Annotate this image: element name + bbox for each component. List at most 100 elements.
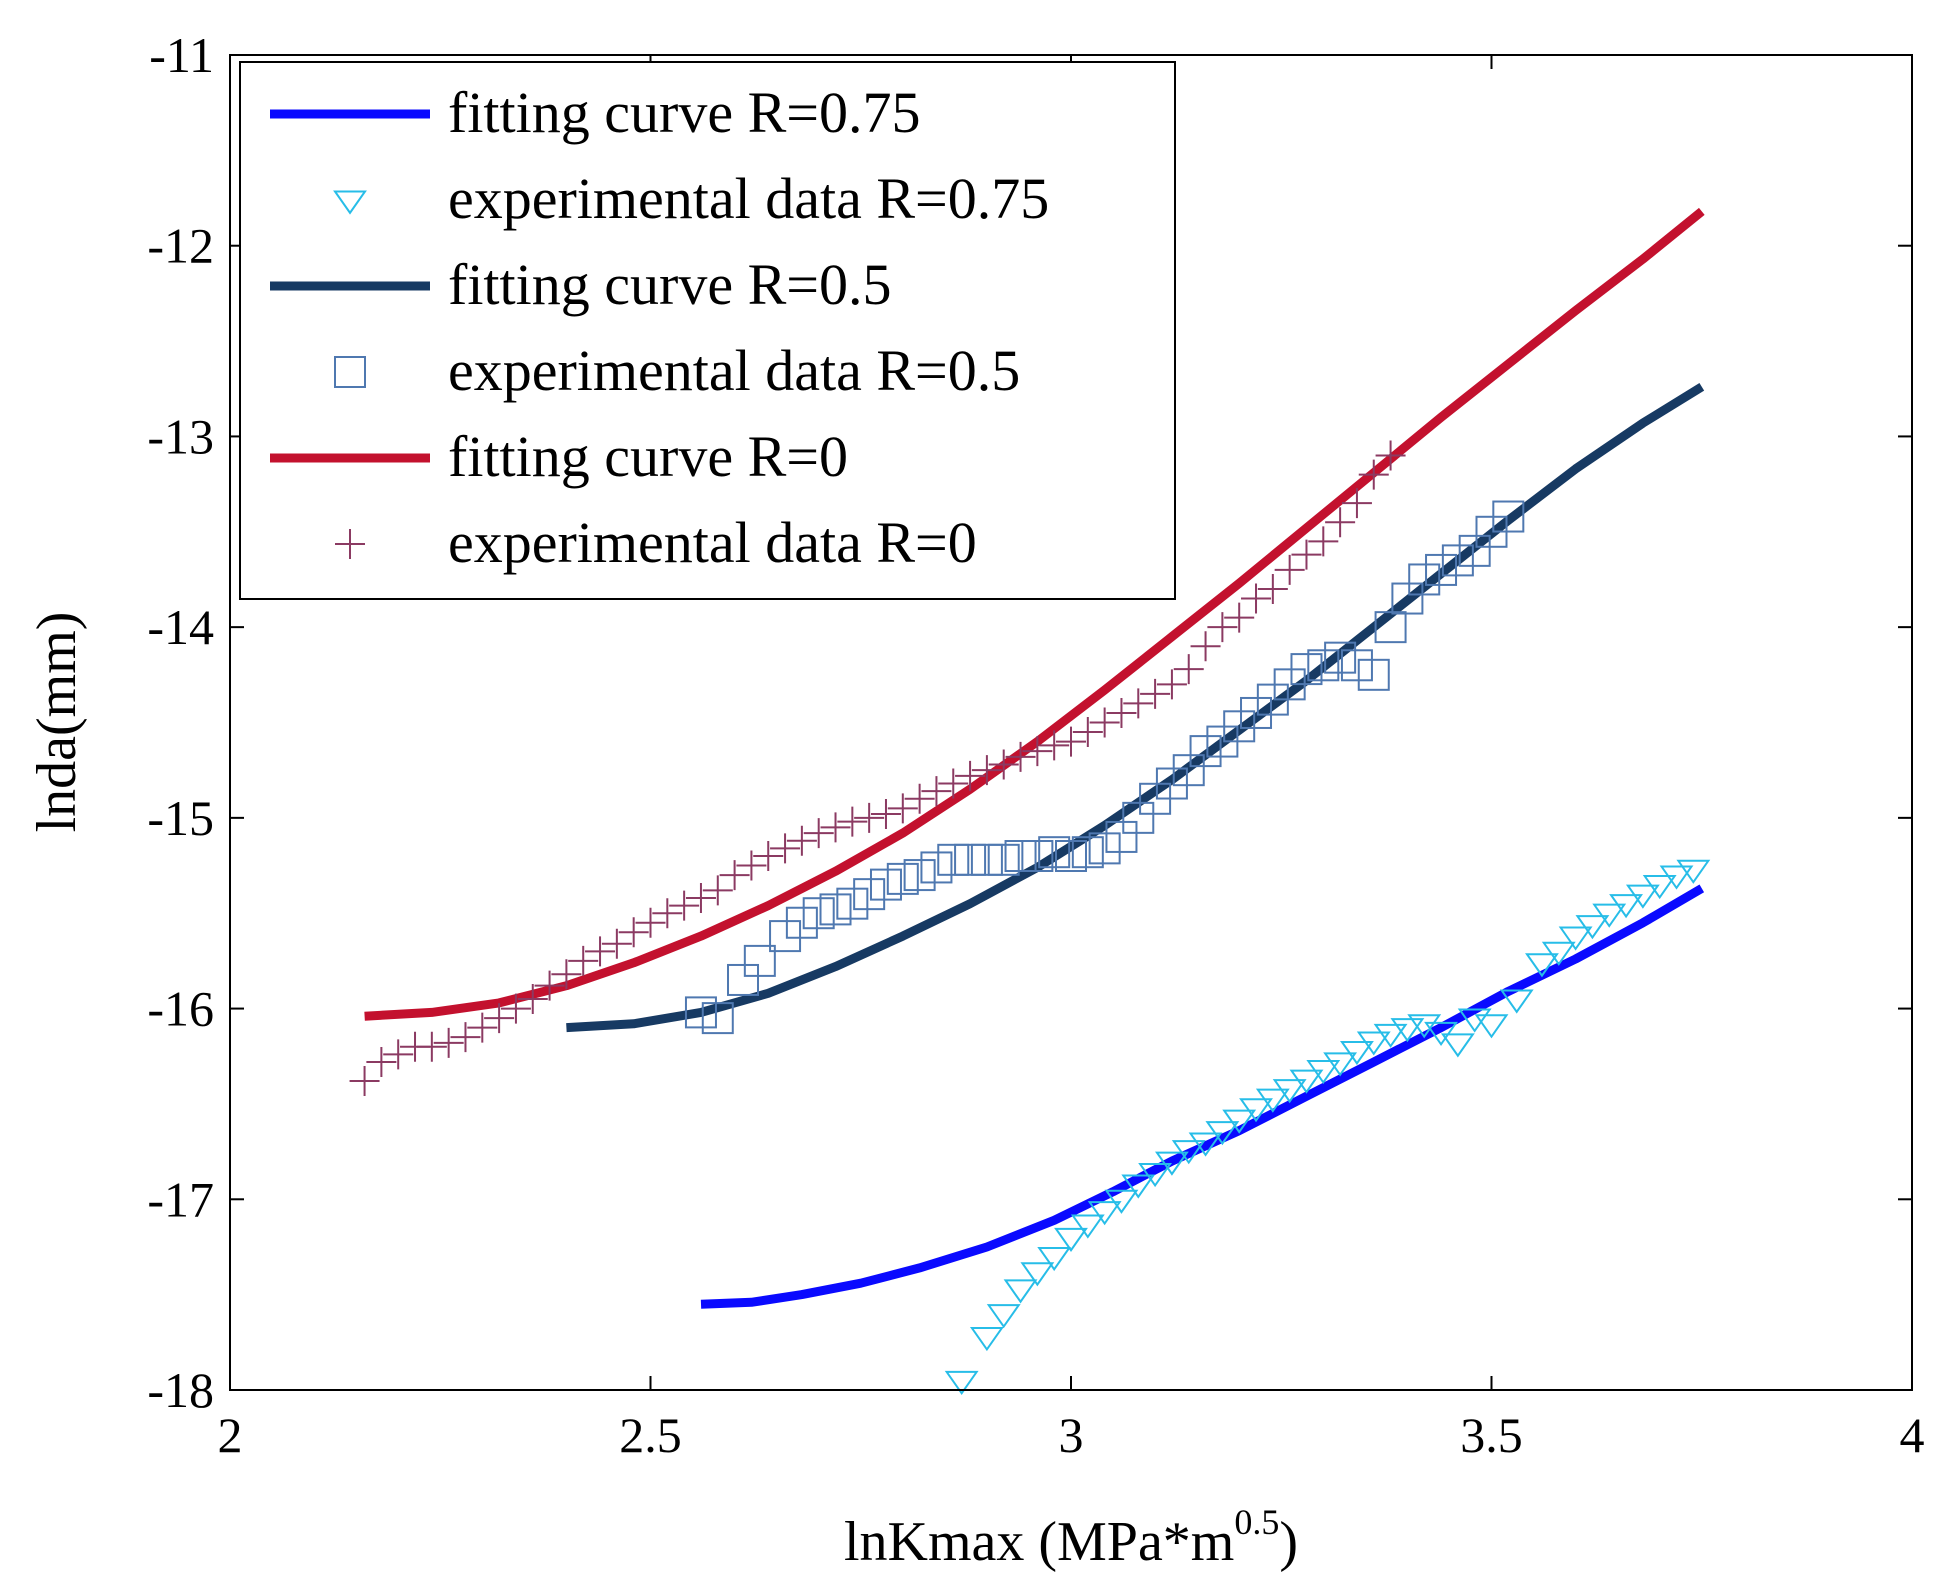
data-point-experimental-data-r-0 [1341,488,1372,519]
data-point-experimental-data-r-0-5 [819,893,852,926]
y-tick-label: -18 [147,1362,214,1418]
data-point-experimental-data-r-0-75 [986,1304,1021,1329]
data-point-experimental-data-r-0 [517,984,548,1015]
data-point-experimental-data-r-0 [971,755,1002,786]
data-point-experimental-data-r-0 [349,1066,380,1097]
data-point-experimental-data-r-0-5 [1004,840,1037,872]
legend-marker-experimental-data-r-0 [335,529,365,559]
data-point-experimental-data-r-0-5 [1055,840,1087,872]
data-point-experimental-data-r-0-5 [785,906,818,939]
legend-label-fitting-curve-r-0-5: fitting curve R=0.5 [448,252,891,317]
data-point-experimental-data-r-0-75 [1592,903,1627,928]
data-point-experimental-data-r-0 [1274,554,1305,585]
data-point-experimental-data-r-0-75 [969,1327,1004,1352]
data-point-experimental-data-r-0 [551,959,582,990]
x-tick-label: 2 [218,1407,243,1463]
series-markers-experimental-data-r-0 [349,440,1406,1097]
data-point-experimental-data-r-0 [887,793,918,824]
data-point-experimental-data-r-0-75 [944,1370,979,1396]
data-point-experimental-data-r-0 [870,799,901,830]
data-point-experimental-data-r-0 [820,812,851,843]
x-axis-title-close: ) [1279,1511,1298,1573]
data-point-experimental-data-r-0 [1089,707,1120,738]
y-tick-label: -13 [147,408,214,464]
data-point-experimental-data-r-0 [1241,583,1272,614]
data-point-experimental-data-r-0-5 [684,996,717,1029]
y-tick-label: -12 [147,218,214,274]
data-point-experimental-data-r-0 [1072,717,1103,748]
data-point-experimental-data-r-0 [601,928,632,959]
data-point-experimental-data-r-0-75 [1239,1098,1273,1123]
data-point-experimental-data-r-0 [921,776,952,807]
data-point-experimental-data-r-0 [837,806,868,837]
data-point-experimental-data-r-0 [1190,631,1221,662]
data-point-experimental-data-r-0-75 [1070,1214,1105,1239]
data-point-experimental-data-r-0 [1022,736,1053,767]
y-tick-label: -16 [147,981,214,1037]
data-point-experimental-data-r-0-5 [1038,836,1071,869]
data-point-experimental-data-r-0-75 [1306,1060,1341,1085]
data-point-experimental-data-r-0-5 [1307,649,1340,682]
legend-label-fitting-curve-r-0: fitting curve R=0 [448,424,848,489]
data-point-experimental-data-r-0 [652,898,683,929]
data-point-experimental-data-r-0-75 [1390,1018,1425,1043]
data-point-experimental-data-r-0 [500,993,531,1024]
data-point-experimental-data-r-0 [988,749,1019,780]
data-point-experimental-data-r-0-75 [1407,1014,1442,1039]
data-point-experimental-data-r-0 [938,768,969,799]
x-axis-title: lnKmax (MPa*m0.5) [844,1502,1298,1573]
data-point-experimental-data-r-0-5 [727,963,760,996]
data-point-experimental-data-r-0-75 [1575,915,1610,940]
x-axis-title-main: lnKmax (MPa*m [844,1511,1234,1573]
data-point-experimental-data-r-0 [416,1031,447,1062]
data-point-experimental-data-r-0-5 [970,843,1003,876]
data-point-experimental-data-r-0 [753,841,784,871]
data-point-experimental-data-r-0 [803,818,834,849]
legend-marker-experimental-data-r-0-5 [334,356,366,388]
data-point-experimental-data-r-0 [1358,459,1389,490]
x-tick-label: 4 [1900,1407,1925,1463]
data-point-experimental-data-r-0 [568,945,599,976]
data-point-experimental-data-r-0-75 [1255,1088,1290,1113]
data-point-experimental-data-r-0-75 [1659,865,1694,890]
axes-layer: 2 2.5 3 3.5 4 -11 -12 -13 -14 -15 -16 -17 -18 [147,27,1924,1463]
data-point-experimental-data-r-0-75 [1205,1121,1240,1146]
data-point-experimental-data-r-0 [467,1012,498,1043]
data-point-experimental-data-r-0 [484,1003,515,1034]
data-point-experimental-data-r-0 [1207,612,1238,643]
data-point-experimental-data-r-0 [1224,602,1255,633]
data-point-experimental-data-r-0-75 [1440,1033,1475,1058]
data-point-experimental-data-r-0-5 [1240,696,1273,729]
data-point-experimental-data-r-0 [1056,726,1086,757]
data-point-experimental-data-r-0-75 [1558,926,1593,951]
data-point-experimental-data-r-0-75 [1676,859,1711,884]
data-point-experimental-data-r-0-5 [1088,832,1121,865]
series-markers-experimental-data-r-0-5 [684,500,1525,1035]
data-point-experimental-data-r-0 [635,907,666,938]
data-point-experimental-data-r-0 [1156,669,1187,700]
data-point-experimental-data-r-0-75 [1138,1163,1173,1188]
x-tick-label: 3.5 [1460,1407,1523,1463]
data-point-experimental-data-r-0-5 [1492,500,1525,533]
data-point-experimental-data-r-0 [1257,574,1288,604]
data-point-experimental-data-r-0-5 [743,944,776,977]
legend-label-experimental-data-r-0-75: experimental data R=0.75 [448,166,1049,231]
data-point-experimental-data-r-0-75 [1289,1069,1324,1094]
data-point-experimental-data-r-0-5 [1155,767,1188,800]
y-tick-label: -11 [149,27,214,83]
data-point-experimental-data-r-0-75 [1020,1262,1055,1287]
data-point-experimental-data-r-0 [1308,526,1339,557]
data-point-experimental-data-r-0-5 [1458,534,1491,567]
data-point-experimental-data-r-0 [585,936,616,967]
series-layer [349,207,1711,1396]
data-point-experimental-data-r-0-5 [1290,653,1323,686]
data-point-experimental-data-r-0-75 [1188,1132,1223,1157]
data-point-experimental-data-r-0-5 [1374,611,1407,644]
data-point-experimental-data-r-0-5 [987,843,1020,876]
data-point-experimental-data-r-0-75 [1154,1151,1189,1176]
data-point-experimental-data-r-0-75 [1499,989,1534,1014]
data-point-experimental-data-r-0-75 [1356,1031,1391,1056]
data-point-experimental-data-r-0-5 [701,1002,734,1035]
y-tick-label: -17 [147,1171,214,1227]
